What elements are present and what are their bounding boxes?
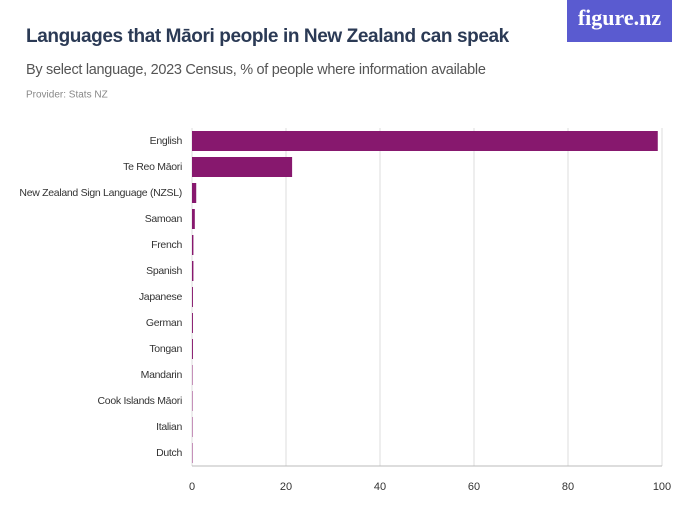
bar bbox=[192, 209, 195, 229]
y-tick-label: Te Reo Māori bbox=[123, 161, 182, 173]
x-tick-label: 80 bbox=[562, 481, 574, 493]
y-tick-label: Spanish bbox=[146, 265, 182, 277]
bar bbox=[192, 157, 293, 177]
y-tick-label: French bbox=[151, 239, 182, 251]
chart-subtitle: By select language, 2023 Census, % of pe… bbox=[26, 62, 486, 78]
bar bbox=[192, 183, 197, 203]
x-tick-label: 60 bbox=[468, 481, 480, 493]
y-tick-label: English bbox=[150, 135, 183, 147]
bar bbox=[192, 261, 194, 281]
x-tick-label: 20 bbox=[280, 481, 292, 493]
bar bbox=[192, 287, 193, 307]
y-tick-label: Tongan bbox=[149, 343, 182, 355]
provider: Provider: Stats NZ bbox=[26, 90, 108, 101]
bar bbox=[192, 235, 194, 255]
chart-title: Languages that Māori people in New Zeala… bbox=[26, 26, 510, 47]
y-tick-label: New Zealand Sign Language (NZSL) bbox=[19, 187, 182, 199]
y-tick-label: Japanese bbox=[139, 291, 183, 303]
y-tick-label: Mandarin bbox=[141, 369, 183, 381]
y-tick-label: German bbox=[146, 317, 183, 329]
x-tick-label: 100 bbox=[653, 481, 671, 493]
y-tick-label: Cook Islands Māori bbox=[98, 395, 182, 407]
bar bbox=[192, 131, 658, 151]
bar bbox=[192, 313, 193, 333]
y-tick-label: Samoan bbox=[145, 213, 183, 225]
brand-logo: figure.nz bbox=[578, 5, 662, 30]
y-tick-label: Dutch bbox=[156, 447, 182, 459]
bar bbox=[192, 339, 193, 359]
x-tick-label: 0 bbox=[189, 481, 195, 493]
x-tick-label: 40 bbox=[374, 481, 386, 493]
y-tick-label: Italian bbox=[156, 421, 182, 433]
brand-box bbox=[567, 0, 672, 42]
